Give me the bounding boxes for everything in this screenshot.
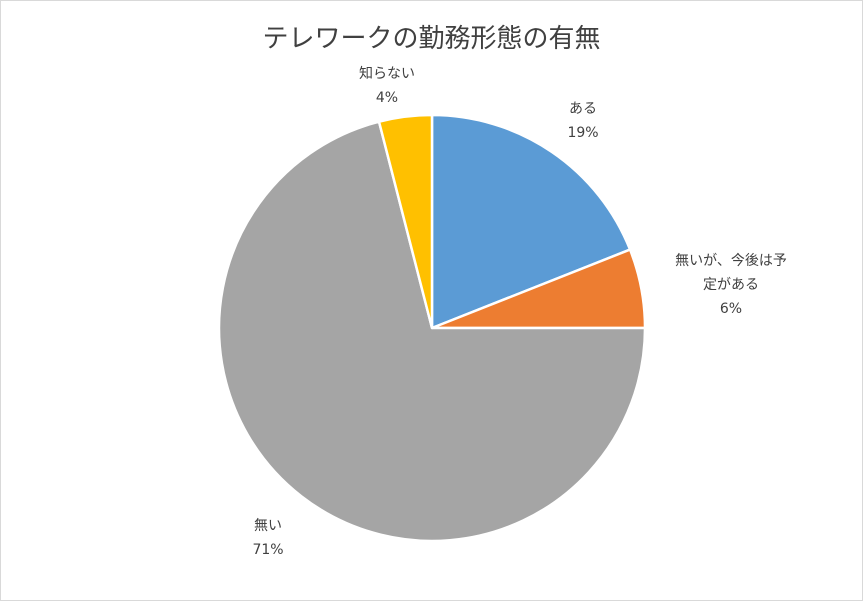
data-label-3: 無い 71% (252, 518, 283, 558)
pie-slice-3 (217, 120, 647, 543)
data-label-1: ある 19% (567, 101, 598, 141)
chart-title: テレワークの勤務形態の有無 (262, 24, 601, 54)
pie-slice-4 (377, 113, 434, 330)
data-label-2: 無いが、今後は予定がある 6% (675, 253, 787, 317)
data-label-4: 知らない 4% (359, 65, 415, 106)
pie-slice-1 (430, 113, 632, 330)
